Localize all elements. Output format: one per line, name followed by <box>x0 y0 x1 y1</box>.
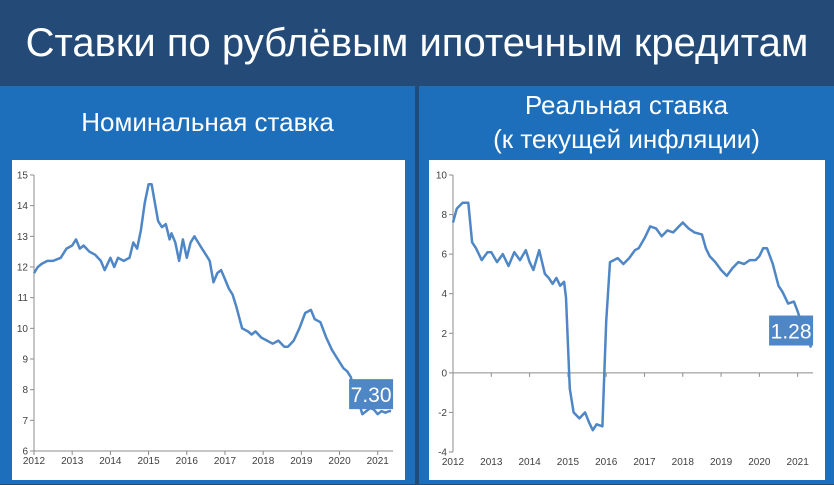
nominal-rate-header: Номинальная ставка <box>0 86 415 158</box>
real-x-tick-label: 2012 <box>442 457 465 468</box>
real-x-tick-label: 2017 <box>633 457 656 468</box>
nominal-y-tick-label: 8 <box>22 385 28 396</box>
nominal-y-tick-label: 13 <box>17 232 29 243</box>
nominal-x-tick-label: 2021 <box>367 456 390 467</box>
real-y-tick-label: 4 <box>441 289 447 300</box>
real-x-tick-label: 2021 <box>787 457 810 468</box>
real-y-tick-label: 10 <box>436 171 448 182</box>
real-rate-chart: -4 -2 0 2 4 6 8 10 2012 2013 2014 2015 2016 2017 2018 2… <box>429 160 825 480</box>
real-x-tick-label: 2013 <box>480 457 503 468</box>
nominal-y-tick-label: 10 <box>17 324 29 335</box>
nominal-y-tick-label: 7 <box>22 416 28 427</box>
nominal-x-tick-label: 2019 <box>290 456 313 467</box>
nominal-x-tick-label: 2016 <box>176 456 199 467</box>
real-y-tick-label: 6 <box>441 250 447 261</box>
real-x-tick-label: 2015 <box>557 457 580 468</box>
real-rate-header: Реальная ставка (к текущей инфляции) <box>419 86 834 158</box>
real-y-tick-label: 2 <box>441 329 447 340</box>
nominal-x-tick-label: 2018 <box>252 456 275 467</box>
nominal-value-badge-text: 7.30 <box>351 384 392 407</box>
real-value-badge <box>769 315 814 346</box>
nominal-x-tick-label: 2017 <box>214 456 237 467</box>
nominal-x-tick-label: 2014 <box>99 456 122 467</box>
nominal-y-tick-label: 14 <box>17 201 29 212</box>
real-y-tick-label: -2 <box>438 408 447 419</box>
nominal-rate-chart: 6 7 8 9 10 11 12 13 14 15 2012 2013 2014 2015 2016 2017… <box>12 160 405 480</box>
real-x-tick-label: 2016 <box>595 457 618 468</box>
real-value-badge-text: 1.28 <box>771 321 812 344</box>
nominal-x-tick-label: 2013 <box>61 456 84 467</box>
nominal-series-line <box>32 182 392 416</box>
real-y-tick-label: 8 <box>441 210 447 221</box>
page-title: Ставки по рублёвым ипотечным кредитам <box>0 0 834 86</box>
nominal-value-badge <box>349 379 394 410</box>
nominal-y-tick-label: 12 <box>17 263 29 274</box>
real-x-tick-label: 2020 <box>748 457 771 468</box>
real-y-tick-label: 0 <box>441 368 447 379</box>
nominal-y-tick-label: 9 <box>22 355 28 366</box>
nominal-rate-panel: Номинальная ставка 6 7 8 9 10 11 12 13 14 15 2012 2… <box>0 86 417 484</box>
real-rate-panel: Реальная ставка (к текущей инфляции) -4-… <box>419 86 834 484</box>
nominal-rate-header-text: Номинальная ставка <box>81 107 334 137</box>
real-rate-header-line1: Реальная ставка <box>524 90 729 120</box>
real-rate-header-line2: (к текущей инфляции) <box>493 124 760 154</box>
real-y-tick-label: -4 <box>438 448 447 459</box>
nominal-x-tick-label: 2015 <box>137 456 160 467</box>
real-x-tick-label: 2018 <box>672 457 695 468</box>
real-x-tick-label: 2014 <box>518 457 541 468</box>
nominal-x-tick-label: 2012 <box>23 456 46 467</box>
nominal-y-tick-label: 11 <box>18 293 29 304</box>
real-x-tick-label: 2019 <box>710 457 733 468</box>
real-rate-chart-svg: -4 -2 0 2 4 6 8 10 2012 2013 2014 2015 2016 2017 2018 2… <box>436 171 814 468</box>
real-series-line <box>451 201 813 432</box>
nominal-rate-chart-svg: 6 7 8 9 10 11 12 13 14 15 2012 2013 2014 2015 2016 2017… <box>17 171 394 467</box>
nominal-y-tick-label: 6 <box>22 447 28 458</box>
nominal-y-tick-label: 15 <box>17 171 29 182</box>
nominal-x-tick-label: 2020 <box>328 456 351 467</box>
